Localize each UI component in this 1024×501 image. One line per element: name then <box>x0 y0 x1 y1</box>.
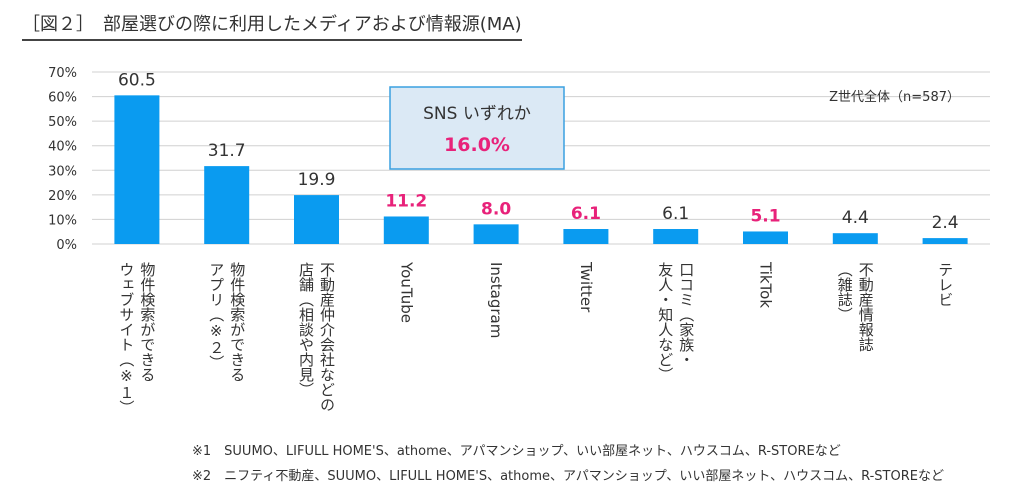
value-label: 31.7 <box>208 141 246 161</box>
sample-size-label: Z世代全体（n=587） <box>829 89 960 105</box>
category-label: 不動産仲介会社などの <box>318 262 336 412</box>
bar <box>294 195 339 244</box>
category-label: 不動産情報誌 <box>857 262 875 352</box>
value-label: 19.9 <box>298 170 336 190</box>
category-label: Instagram <box>487 262 505 338</box>
bar <box>922 238 968 244</box>
bar <box>204 166 250 244</box>
category-label: （雑誌） <box>836 262 854 322</box>
footnote-1: ※1 SUUMO、LIFULL HOME'S、athome、アパマンショップ、い… <box>192 444 841 459</box>
y-tick-label: 40% <box>48 140 77 155</box>
bar <box>473 224 519 244</box>
value-label: 6.1 <box>571 204 601 224</box>
category-label: 店舗（相談や内見） <box>297 262 315 397</box>
sns-callout: SNS いずれか 16.0% <box>389 86 565 170</box>
y-tick-label: 20% <box>48 189 77 204</box>
category-label: 友人・知人など） <box>656 262 674 382</box>
sns-callout-box <box>389 86 565 170</box>
value-label: 6.1 <box>662 204 689 224</box>
bar <box>114 95 160 244</box>
value-label: 4.4 <box>842 208 869 228</box>
bar <box>383 216 429 244</box>
category-label: ウェブサイト（※１） <box>117 262 135 415</box>
y-tick-label: 0% <box>56 238 77 253</box>
value-label: 60.5 <box>118 70 156 90</box>
y-tick-label: 30% <box>48 164 77 179</box>
bar <box>563 229 609 244</box>
value-label: 11.2 <box>385 191 427 211</box>
y-axis-ticks: 0% 10% 20% 30% 40% 50% 60% 70% <box>48 66 77 253</box>
category-label: テレビ <box>936 262 954 307</box>
footnote-2: ※2 ニフティ不動産、SUUMO、LIFULL HOME'S、athome、アパ… <box>192 469 944 484</box>
category-label: YouTube <box>397 261 415 323</box>
bars <box>114 95 968 244</box>
y-tick-label: 10% <box>48 213 77 228</box>
value-label: 5.1 <box>750 206 780 226</box>
y-tick-label: 60% <box>48 91 77 106</box>
category-label: 物件検索ができる <box>138 262 156 382</box>
category-label: Twitter <box>577 261 595 313</box>
category-label: TikTok <box>757 261 775 308</box>
bar <box>743 231 788 244</box>
bar <box>653 229 699 244</box>
category-label: 物件検索ができる <box>228 262 246 382</box>
y-tick-label: 50% <box>48 115 77 130</box>
category-label: アプリ（※２） <box>207 262 225 370</box>
category-label: 口コミ（家族・ <box>677 262 695 367</box>
value-label: 8.0 <box>481 199 511 219</box>
y-tick-label: 70% <box>48 66 77 81</box>
sns-callout-label: SNS いずれか <box>423 104 531 124</box>
value-labels: 60.5 31.7 19.9 11.2 8.0 6.1 6.1 5.1 4.4 2.4 <box>118 70 959 233</box>
chart-title: ［図２］ 部屋選びの際に利用したメディアおよび情報源(MA) <box>22 10 522 41</box>
bar <box>832 233 878 244</box>
sns-callout-value: 16.0% <box>444 134 510 156</box>
value-label: 2.4 <box>932 213 959 233</box>
